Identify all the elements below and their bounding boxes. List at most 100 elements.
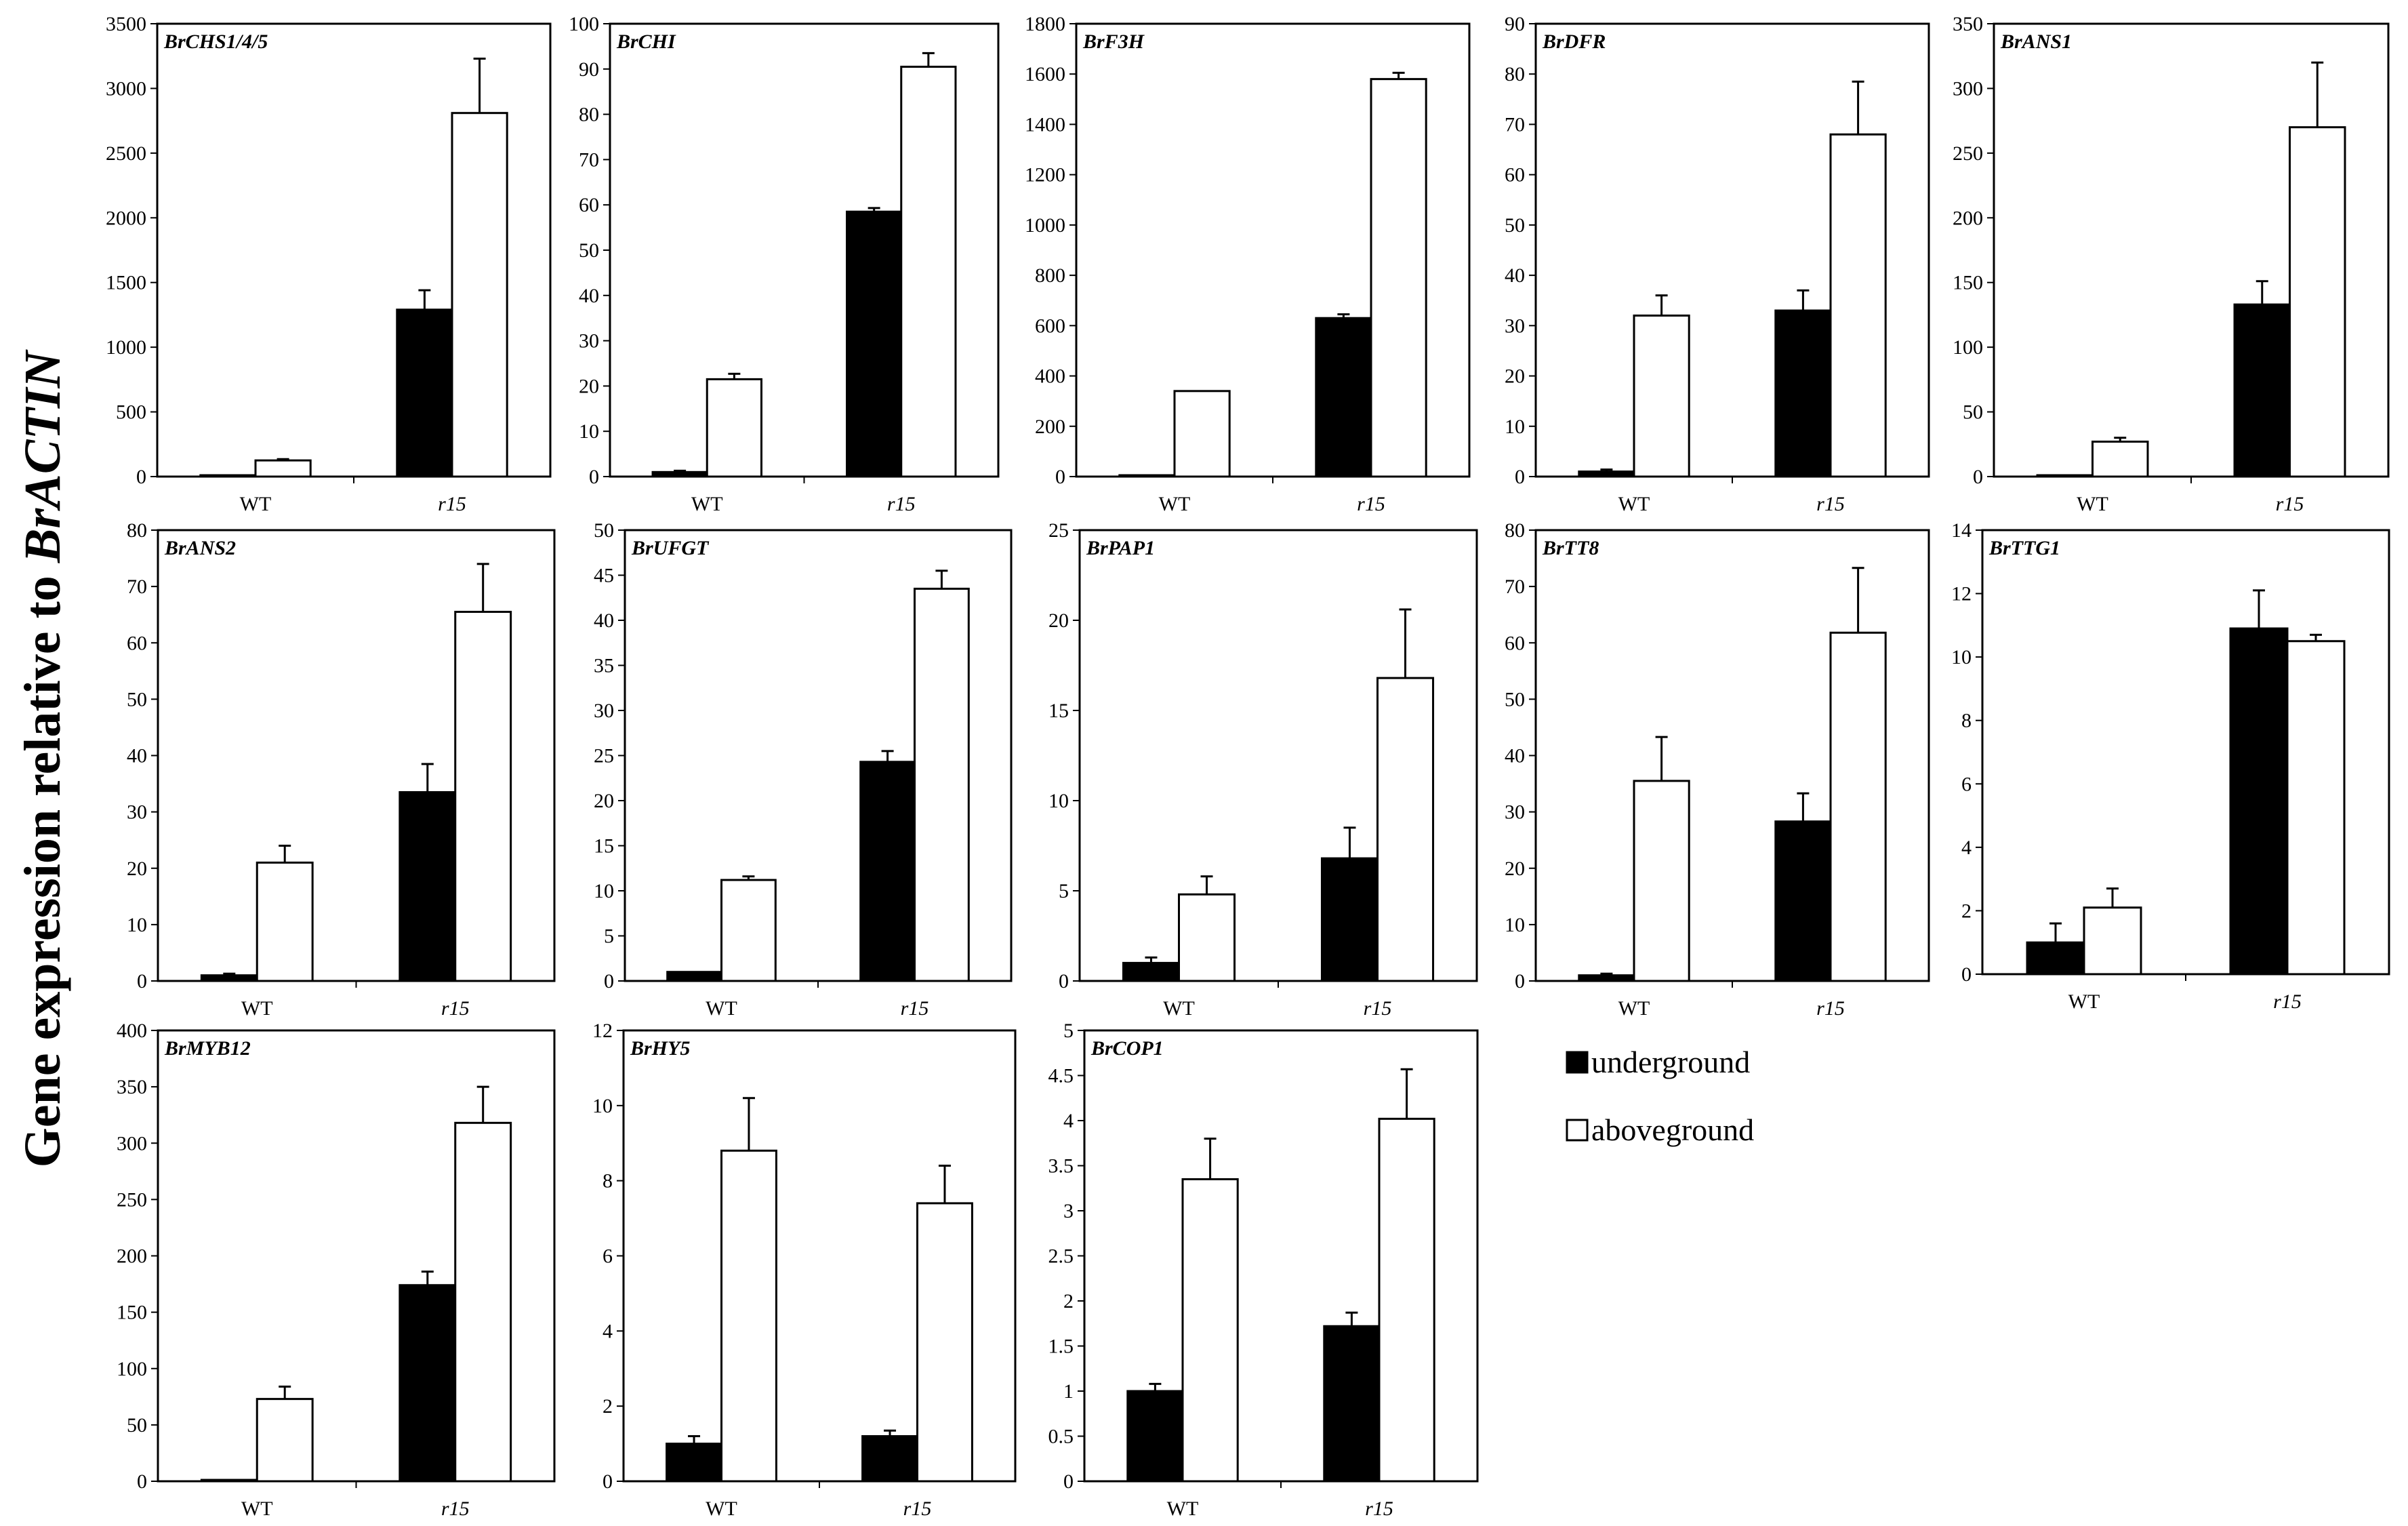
y-tick-label: 0 [589,466,599,488]
y-tick-label: 3.5 [1048,1155,1074,1178]
x-category-label: WT [1167,1498,1199,1520]
legend-swatch-aboveground [1566,1119,1589,1142]
y-tick-label: 800 [1035,264,1065,287]
panel-title: BrANS1 [2000,31,2072,53]
y-tick-label: 250 [1953,142,1983,165]
bar-underground [666,971,723,982]
bar-aboveground [254,459,312,478]
y-tick-label: 50 [579,239,599,262]
y-tick-label: 1.5 [1048,1336,1074,1358]
y-tick-label: 350 [117,1076,147,1098]
bar-underground [1126,1390,1184,1483]
x-category-label: WT [706,997,737,1020]
x-category-label: r15 [887,493,916,515]
panel-title: BrMYB12 [164,1037,251,1060]
x-category-label: WT [240,493,272,515]
panel-title: BrUFGT [631,537,710,559]
y-tick-label: 300 [117,1132,147,1154]
y-tick-label: 90 [1505,13,1525,35]
y-tick-label: 10 [592,1095,613,1117]
y-tick-label: 250 [117,1188,147,1211]
bar-underground [859,761,916,982]
panel-title: BrANS2 [164,537,236,559]
x-category-label: WT [241,1498,273,1520]
y-tick-label: 2.5 [1048,1245,1074,1268]
bar-underground [1578,974,1635,982]
y-tick-label: 100 [1953,336,1983,359]
y-tick-label: 10 [1505,914,1525,936]
y-tick-label: 0 [1515,970,1525,992]
y-tick-label: 200 [117,1245,147,1268]
x-category-label: WT [241,997,273,1020]
panel-title: BrHY5 [630,1037,690,1060]
y-tick-label: 1000 [1025,214,1065,237]
y-tick-label: 30 [1505,801,1525,824]
bar-underground [399,1284,457,1483]
bar-aboveground [900,65,957,478]
y-tick-label: 40 [594,609,614,632]
y-tick-label: 0 [1973,466,1983,488]
bar-aboveground [2286,640,2346,976]
y-tick-label: 40 [579,285,599,307]
y-axis-label-gene: BrACTIN [14,349,71,564]
bar-aboveground [916,1202,973,1483]
y-tick-label: 8 [1961,710,1972,732]
y-tick-label: 0 [1063,1470,1074,1493]
y-tick-label: 50 [1963,401,1983,424]
y-tick-label: 4 [1063,1110,1074,1132]
chart-panel: 0 0.5 1 1.5 2 2.5 3 3.5 4 4.5 5 BrCOP1 WT r15 [1048,1020,1479,1520]
y-tick-label: 5 [604,925,614,948]
bar-underground [2229,627,2289,976]
x-category-label: r15 [1816,493,1845,515]
bar-underground [1774,309,1832,478]
bar-underground [2233,303,2291,478]
y-tick-label: 70 [579,148,599,171]
panel-title: BrF3H [1082,31,1145,53]
bar-aboveground [451,112,508,478]
panel-title: BrTTG1 [1988,537,2060,559]
y-tick-label: 30 [594,700,614,722]
chart-panels: 0500100015002000250030003500BrCHS1/4/5WT… [106,13,2390,1520]
y-tick-label: 10 [579,420,599,443]
bar-aboveground [2083,906,2142,976]
bar-underground [2036,474,2094,478]
y-tick-label: 350 [1953,13,1983,35]
chart-panel: 0 2 4 6 8 10 12 BrHY5 WT r15 [592,1020,1017,1520]
y-tick-label: 20 [579,375,599,397]
chart-panel: 0 2 4 6 8 10 12 14 BrTTG1 WT r15 [1951,519,2390,1013]
bar-aboveground [706,378,762,478]
y-tick-label: 70 [127,576,147,598]
x-category-label: WT [706,1498,737,1520]
panel-title: BrCHS1/4/5 [163,31,268,53]
y-tick-label: 45 [594,565,614,587]
panel-title: BrDFR [1542,31,1606,53]
y-tick-label: 40 [127,745,147,767]
bar-aboveground [1376,677,1435,982]
y-tick-label: 20 [1505,858,1525,880]
y-tick-label: 35 [594,655,614,677]
bar-underground [651,470,708,478]
x-category-label: r15 [1365,1498,1393,1520]
y-tick-label: 0 [604,970,614,992]
bar-aboveground [720,879,777,982]
y-tick-label: 1 [1063,1380,1074,1403]
y-tick-label: 10 [594,880,614,902]
y-tick-label: 30 [127,801,147,824]
y-tick-label: 20 [1505,365,1525,388]
bar-aboveground [1370,78,1427,478]
y-tick-label: 6 [603,1245,613,1268]
y-tick-label: 50 [1505,214,1525,237]
y-tick-label: 2500 [106,142,146,165]
y-tick-label: 0 [1059,970,1069,992]
y-tick-label: 80 [579,104,599,126]
y-tick-label: 150 [117,1302,147,1324]
bar-aboveground [1633,780,1690,982]
y-tick-label: 50 [127,1414,147,1437]
y-tick-label: 10 [127,914,147,936]
x-category-label: WT [2077,493,2108,515]
y-tick-label: 1800 [1025,13,1065,35]
y-tick-label: 1600 [1025,63,1065,85]
y-tick-label: 10 [1505,416,1525,438]
bar-aboveground [2091,440,2149,478]
y-tick-label: 200 [1035,416,1065,438]
